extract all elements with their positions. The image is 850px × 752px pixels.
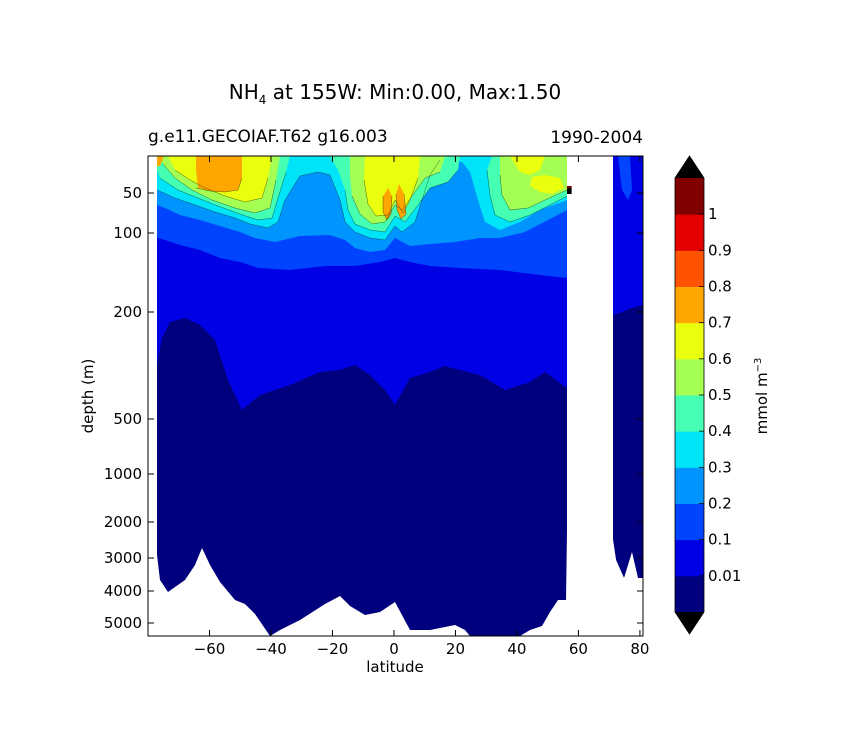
colorbar-tick-label: 0.8 bbox=[708, 278, 732, 296]
y-tick-label: 4000 bbox=[104, 582, 142, 600]
colorbar-tick-label: 0.6 bbox=[708, 350, 732, 368]
colorbar-segment bbox=[675, 286, 704, 324]
colorbar-segment bbox=[675, 503, 704, 541]
colorbar-tick-label: 0.1 bbox=[708, 531, 732, 549]
y-tick-label: 100 bbox=[113, 224, 142, 242]
colorbar-extend-max bbox=[675, 156, 704, 178]
colorbar-tick-label: 0.7 bbox=[708, 314, 732, 332]
colorbar-segment bbox=[675, 214, 704, 251]
colorbar-segment bbox=[675, 431, 704, 468]
y-tick-label: 5000 bbox=[104, 614, 142, 632]
plot-frame bbox=[147, 155, 644, 637]
colorbar-segment bbox=[675, 467, 704, 504]
colorbar-tick-label: 0.5 bbox=[708, 386, 732, 404]
colorbar-segment bbox=[675, 250, 704, 287]
x-tick-label: 0 bbox=[389, 640, 399, 658]
contour-band-0.01-0.1-right bbox=[613, 156, 643, 315]
x-tick-label: −40 bbox=[255, 640, 287, 658]
y-tick-label: 2000 bbox=[104, 513, 142, 531]
colorbar-extend-min bbox=[675, 612, 704, 634]
left-subtitle: g.e11.GECOIAF.T62 g16.003 bbox=[148, 127, 388, 147]
x-tick-label: −60 bbox=[194, 640, 226, 658]
y-axis: 50 100 200 500 1000 2000 3000 4000 5000 bbox=[104, 184, 643, 632]
x-tick-label: 20 bbox=[446, 640, 465, 658]
colorbar-segment bbox=[675, 358, 704, 396]
x-tick-label: 40 bbox=[507, 640, 526, 658]
y-tick-label: 200 bbox=[113, 303, 142, 321]
colorbar-tick-label: 0.9 bbox=[708, 241, 732, 259]
contour-lines bbox=[156, 159, 568, 241]
contour-spot-black bbox=[567, 188, 572, 194]
colorbar-tick-label: 0.2 bbox=[708, 495, 732, 513]
colorbar-segment bbox=[675, 395, 704, 432]
contour-plot-area bbox=[148, 156, 643, 636]
colorbar-label: mmol m−3 bbox=[753, 358, 771, 435]
x-tick-label: 80 bbox=[630, 640, 649, 658]
contour-band-0.6-0.7 bbox=[168, 156, 564, 216]
land-mask bbox=[560, 156, 643, 636]
colorbar-tick-label: 0.3 bbox=[708, 458, 732, 476]
colorbar-segment bbox=[675, 322, 704, 360]
chart-title: NH4 at 155W: Min:0.00, Max:1.50 bbox=[229, 80, 561, 107]
colorbar-segment bbox=[675, 539, 704, 577]
y-axis-label: depth (m) bbox=[79, 359, 97, 434]
colorbar-segment bbox=[675, 575, 704, 613]
x-axis-label: latitude bbox=[366, 658, 424, 676]
colorbar-segment bbox=[675, 178, 704, 215]
colorbar-tick-label: 1 bbox=[708, 205, 718, 223]
right-subtitle: 1990-2004 bbox=[550, 128, 643, 148]
y-tick-label: 500 bbox=[113, 410, 142, 428]
contour-band-0.1-0.2-right bbox=[618, 156, 632, 200]
colorbar: 0.01 0.1 0.2 0.3 0.4 0.5 0.6 0.7 0.8 0.9 1 bbox=[674, 155, 741, 635]
colorbar-tick-label: 0.4 bbox=[708, 422, 732, 440]
y-tick-label: 50 bbox=[123, 184, 142, 202]
y-tick-label: 3000 bbox=[104, 549, 142, 567]
y-tick-label: 1000 bbox=[104, 465, 142, 483]
colorbar-tick-label: 0.01 bbox=[708, 567, 741, 585]
x-tick-label: 60 bbox=[569, 640, 588, 658]
x-tick-label: −20 bbox=[317, 640, 349, 658]
contour-band-0.7-0.8 bbox=[157, 156, 406, 220]
contour-spot-darkred bbox=[567, 186, 572, 188]
x-axis: −60 −40 −20 0 20 40 60 80 bbox=[194, 156, 649, 658]
colorbar-outline bbox=[674, 155, 705, 635]
